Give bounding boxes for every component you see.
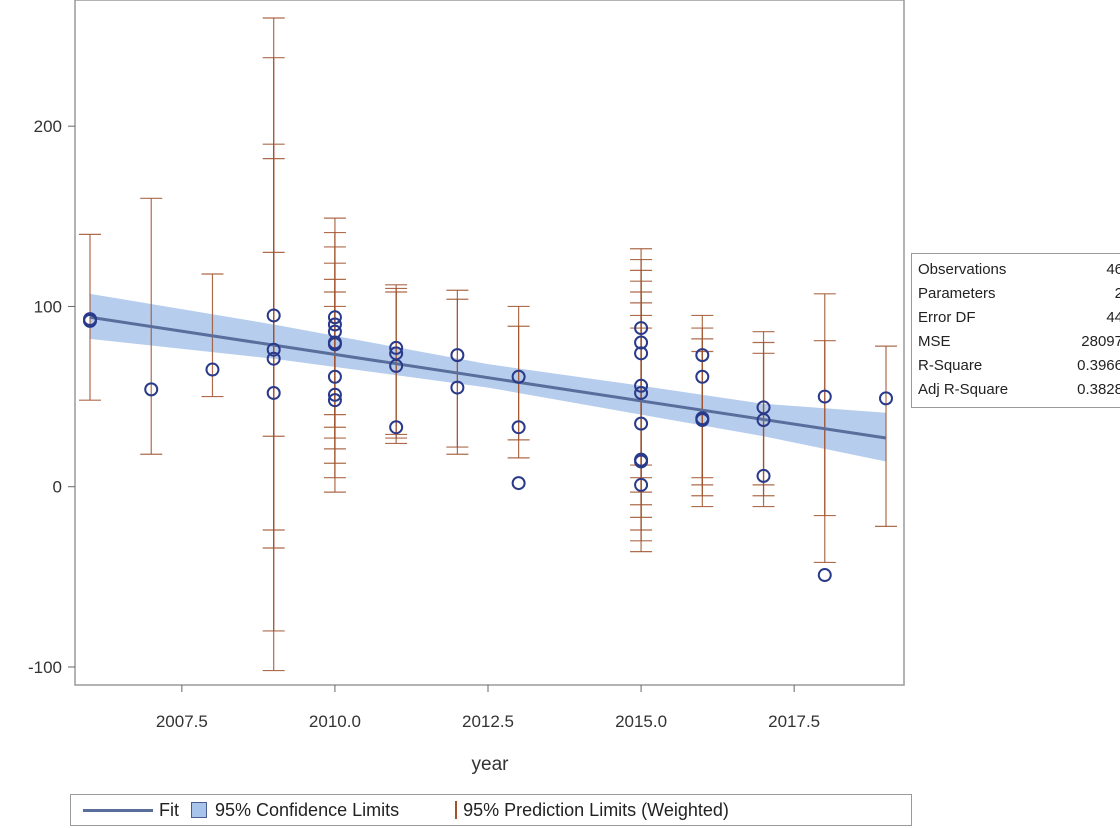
data-point (879, 391, 893, 406)
data-point (756, 468, 771, 483)
data-point (817, 568, 832, 583)
y-tick-label: 100 (34, 297, 62, 316)
legend-item-fit: Fit (83, 800, 179, 821)
data-point (389, 358, 404, 373)
stat-row-mse: MSE 28097 (918, 330, 1120, 354)
data-point (266, 385, 281, 400)
data-point (327, 310, 342, 325)
stat-value: 2 (1114, 285, 1120, 302)
data-point (634, 385, 649, 400)
data-point (634, 335, 649, 350)
data-point (205, 362, 220, 377)
data-point (634, 416, 649, 431)
stat-row-parameters: Parameters 2 (918, 282, 1120, 306)
stat-label: MSE (918, 333, 951, 350)
stat-value: 28097 (1081, 333, 1120, 350)
regression-plot: -100 0 100 200 2007.5 2010.0 2012.5 2015.0 2017.… (28, 0, 905, 775)
data-point (634, 346, 649, 361)
stat-label: Observations (918, 261, 1007, 278)
legend-label-fit: Fit (159, 799, 179, 820)
legend-item-confidence: 95% Confidence Limits (191, 800, 399, 821)
stat-label: Adj R-Square (918, 381, 1009, 398)
stat-row-error-df: Error DF 44 (918, 306, 1120, 330)
data-point (450, 348, 465, 363)
legend-item-prediction: 95% Prediction Limits (Weighted) (411, 800, 729, 821)
stat-label: Parameters (918, 285, 996, 302)
stat-value: 44 (1106, 309, 1120, 326)
axes-layer: -100 0 100 200 2007.5 2010.0 2012.5 2015.0 2017.… (28, 117, 820, 731)
data-point (327, 317, 342, 332)
data-point (634, 378, 649, 393)
stat-label: R-Square (918, 357, 983, 374)
stat-value: 46 (1106, 261, 1120, 278)
fit-line (89, 315, 887, 440)
data-point (511, 369, 526, 384)
data-point (695, 413, 710, 428)
legend-label-confidence: 95% Confidence Limits (215, 799, 400, 820)
x-tick-label: 2017.5 (768, 712, 820, 731)
data-point (389, 420, 404, 435)
x-tick-label: 2007.5 (156, 712, 208, 731)
fit-line-swatch (83, 808, 153, 812)
stat-value: 0.3966 (1077, 357, 1120, 374)
stat-row-r-square: R-Square 0.3966 (918, 354, 1120, 378)
x-axis-title: year (472, 754, 510, 775)
legend-label-prediction: 95% Prediction Limits (Weighted) (463, 799, 729, 820)
confidence-band-swatch (191, 802, 207, 818)
x-tick-label: 2010.0 (309, 712, 361, 731)
stat-value: 0.3828 (1077, 381, 1120, 398)
data-point (327, 369, 342, 384)
data-point (389, 340, 404, 355)
data-point (266, 308, 281, 323)
data-point (327, 387, 342, 402)
fit-line-layer (89, 315, 887, 440)
data-point (634, 477, 649, 492)
y-tick-label: 200 (34, 117, 62, 136)
data-point (634, 321, 649, 336)
data-point (327, 393, 342, 408)
data-point (695, 348, 710, 363)
data-point (511, 476, 526, 491)
chart-legend: Fit 95% Confidence Limits 95% Prediction… (70, 794, 912, 826)
prediction-limit-bar (323, 305, 346, 416)
data-point (83, 313, 97, 328)
data-point (634, 454, 649, 469)
data-point (144, 382, 159, 397)
y-tick-label: -100 (28, 658, 62, 677)
data-point (756, 413, 771, 428)
stat-label: Error DF (918, 309, 976, 326)
prediction-limit-swatch (455, 801, 458, 819)
data-point (266, 342, 281, 357)
data-point (817, 389, 832, 404)
data-point (695, 369, 710, 384)
prediction-limit-bar (875, 345, 897, 527)
stat-row-adj-r-square: Adj R-Square 0.3828 (918, 378, 1120, 402)
x-tick-label: 2015.0 (615, 712, 667, 731)
y-tick-label: 0 (53, 478, 62, 497)
fit-statistics-box: Observations 46 Parameters 2 Error DF 44… (911, 253, 1120, 408)
data-point (511, 420, 526, 435)
observations-layer (83, 308, 893, 583)
data-point (327, 337, 342, 352)
x-tick-label: 2012.5 (462, 712, 514, 731)
stat-row-observations: Observations 46 (918, 258, 1120, 282)
data-point (450, 380, 465, 395)
data-point (266, 351, 281, 366)
